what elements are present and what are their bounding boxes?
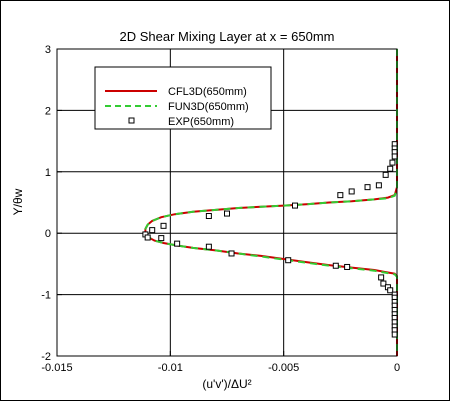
data-point-exp-650mm: [387, 165, 394, 172]
y-tick-label: -2: [41, 351, 51, 363]
legend-label-fun3d: FUN3D(650mm): [168, 101, 249, 113]
x-tick-label: -0.005: [268, 362, 299, 374]
legend-swatch-exp: [128, 117, 135, 124]
y-tick-label: 0: [45, 228, 51, 240]
data-point-exp-650mm: [149, 227, 156, 234]
data-point-exp-650mm: [380, 280, 387, 287]
x-tick-label: -0.015: [41, 362, 72, 374]
data-point-exp-650mm: [391, 331, 398, 338]
x-tick-label: 0: [394, 362, 400, 374]
data-point-exp-650mm: [364, 184, 371, 191]
data-point-exp-650mm: [332, 262, 339, 269]
data-point-exp-650mm: [348, 188, 355, 195]
y-tick-label: -1: [41, 290, 51, 302]
x-tick-label: -0.01: [158, 362, 183, 374]
data-point-exp-650mm: [144, 234, 151, 241]
legend: CFL3D(650mm) FUN3D(650mm) EXP(650mm): [94, 66, 272, 130]
data-point-exp-650mm: [375, 182, 382, 189]
data-point-exp-650mm: [387, 287, 394, 294]
data-point-exp-650mm: [285, 257, 292, 264]
data-point-exp-650mm: [382, 171, 389, 178]
data-point-exp-650mm: [228, 250, 235, 257]
series-line-fun3d-650mm: [144, 49, 398, 356]
legend-label-exp: EXP(650mm): [168, 116, 234, 128]
data-point-exp-650mm: [174, 240, 181, 247]
chart-title: 2D Shear Mixing Layer at x = 650mm: [120, 29, 335, 44]
legend-box: [94, 66, 272, 130]
y-tick-labels: -2 -1 0 1 2 3: [41, 44, 51, 363]
y-tick-label: 2: [45, 105, 51, 117]
data-point-exp-650mm: [160, 222, 167, 229]
data-point-exp-650mm: [389, 159, 396, 166]
data-point-exp-650mm: [224, 210, 230, 217]
y-tick-label: 1: [45, 167, 51, 179]
x-tick-labels: -0.015 -0.01 -0.005 0: [41, 362, 400, 374]
data-point-exp-650mm: [378, 274, 385, 281]
ticks-layer: [56, 48, 398, 357]
plot-area-border: [56, 48, 398, 357]
data-point-exp-650mm: [344, 263, 351, 270]
data-point-exp-650mm: [158, 235, 165, 242]
x-axis-label: (u'v')/ΔU²: [202, 377, 251, 391]
data-point-exp-650mm: [205, 213, 212, 220]
data-point-exp-650mm: [292, 202, 298, 209]
y-tick-label: 3: [45, 44, 51, 56]
data-point-exp-650mm: [391, 153, 398, 160]
data-point-exp-650mm: [205, 243, 212, 250]
y-axis-label: Y/θw: [11, 188, 25, 215]
legend-label-cfl3d: CFL3D(650mm): [168, 86, 247, 98]
series-layer: [142, 49, 398, 356]
data-point-exp-650mm: [337, 192, 344, 199]
